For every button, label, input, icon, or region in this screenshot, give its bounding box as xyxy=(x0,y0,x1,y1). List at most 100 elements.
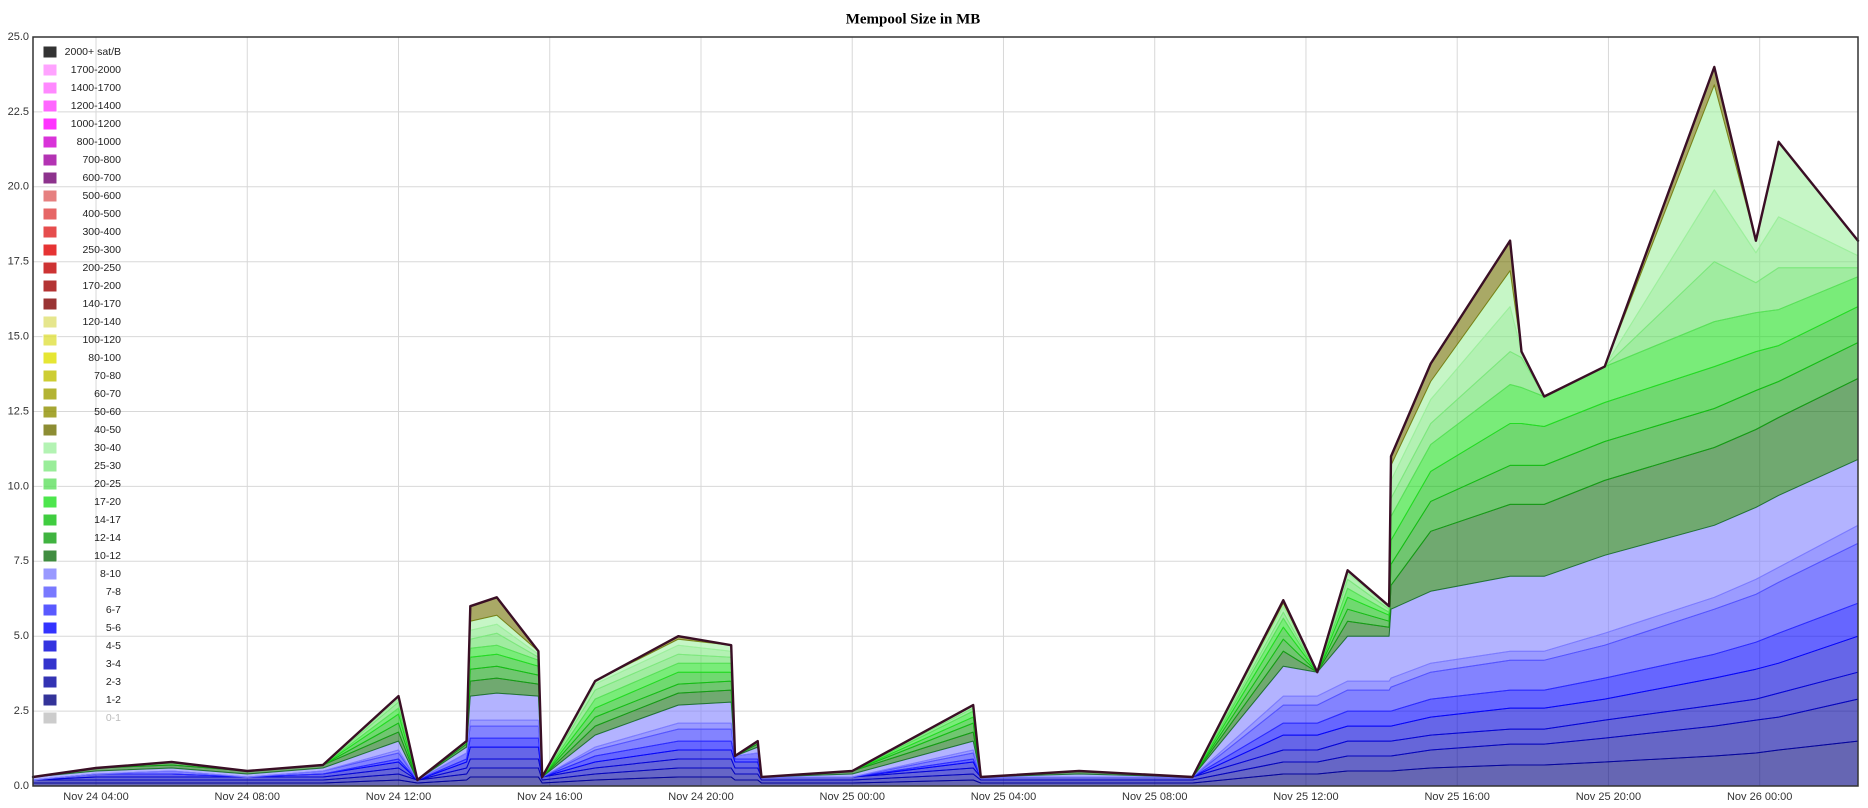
legend-label: 20-25 xyxy=(94,478,121,490)
legend-swatch xyxy=(42,693,58,707)
legend-label: 30-40 xyxy=(94,442,121,454)
legend-item[interactable]: 1000-1200 xyxy=(42,117,121,131)
legend-swatch xyxy=(42,621,58,635)
legend-item[interactable]: 250-300 xyxy=(42,243,121,257)
legend-item[interactable]: 70-80 xyxy=(42,369,121,383)
x-tick-label: Nov 25 16:00 xyxy=(1424,791,1489,803)
legend-item[interactable]: 1200-1400 xyxy=(42,99,121,113)
legend-swatch xyxy=(42,261,58,275)
x-tick-label: Nov 25 20:00 xyxy=(1576,791,1641,803)
legend-label: 2-3 xyxy=(106,676,121,688)
legend-item[interactable]: 20-25 xyxy=(42,477,121,491)
legend-label: 14-17 xyxy=(94,514,121,526)
legend-swatch xyxy=(42,243,58,257)
legend-swatch xyxy=(42,423,58,437)
x-tick-label: Nov 25 04:00 xyxy=(971,791,1036,803)
legend-item[interactable]: 800-1000 xyxy=(42,135,122,149)
plot-areas xyxy=(31,65,1860,787)
legend-label: 60-70 xyxy=(94,388,121,400)
legend-item[interactable]: 8-10 xyxy=(42,567,121,581)
legend-item[interactable]: 170-200 xyxy=(42,279,121,293)
legend: 0-1 1-2 2-3 3-4 4-5 5-6 6-7 7-8 8-10 10-12 12-14 14… xyxy=(42,45,122,725)
legend-item[interactable]: 5-6 xyxy=(42,621,121,635)
legend-swatch xyxy=(42,675,58,689)
legend-label: 5-6 xyxy=(106,622,121,634)
legend-label: 1400-1700 xyxy=(71,82,121,94)
plot-border xyxy=(32,36,1859,787)
legend-item[interactable]: 2000+ sat/B xyxy=(42,45,121,59)
legend-item[interactable]: 600-700 xyxy=(42,171,121,185)
legend-item[interactable]: 1700-2000 xyxy=(42,63,121,77)
legend-item[interactable]: 6-7 xyxy=(42,603,121,617)
x-tick-label: Nov 25 00:00 xyxy=(820,791,885,803)
legend-item[interactable]: 700-800 xyxy=(42,153,121,167)
legend-swatch xyxy=(42,171,58,185)
legend-swatch xyxy=(42,63,58,77)
legend-swatch xyxy=(42,657,58,671)
legend-label: 7-8 xyxy=(106,586,121,598)
legend-item[interactable]: 4-5 xyxy=(42,639,121,653)
legend-label: 600-700 xyxy=(82,172,121,184)
legend-item[interactable]: 25-30 xyxy=(42,459,121,473)
legend-item[interactable]: 50-60 xyxy=(42,405,121,419)
legend-item[interactable]: 17-20 xyxy=(42,495,121,509)
axes: 0.0 2.5 5.0 7.5 10.0 12.5 15.0 17.5 20.0 22.5 25.0… xyxy=(8,31,1793,803)
legend-item[interactable]: 7-8 xyxy=(42,585,121,599)
legend-swatch xyxy=(42,405,58,419)
legend-item[interactable]: 1400-1700 xyxy=(42,81,121,95)
x-tick-label: Nov 24 20:00 xyxy=(668,791,733,803)
legend-item[interactable]: 40-50 xyxy=(42,423,121,437)
legend-swatch xyxy=(42,531,58,545)
y-tick-label: 5.0 xyxy=(14,630,29,642)
legend-swatch xyxy=(42,585,58,599)
legend-label: 500-600 xyxy=(82,190,121,202)
y-tick-label: 25.0 xyxy=(8,31,29,43)
legend-swatch xyxy=(42,135,58,149)
legend-label: 6-7 xyxy=(106,604,121,616)
legend-swatch xyxy=(42,315,58,329)
legend-label: 3-4 xyxy=(106,658,121,670)
legend-item[interactable]: 30-40 xyxy=(42,441,121,455)
legend-item[interactable]: 140-170 xyxy=(42,297,121,311)
legend-swatch xyxy=(42,117,58,131)
legend-label: 800-1000 xyxy=(77,136,122,148)
legend-label: 12-14 xyxy=(94,532,121,544)
x-tick-label: Nov 24 04:00 xyxy=(63,791,128,803)
legend-swatch xyxy=(42,513,58,527)
legend-label: 25-30 xyxy=(94,460,121,472)
legend-swatch xyxy=(42,351,58,365)
legend-swatch xyxy=(42,45,58,59)
legend-swatch xyxy=(42,441,58,455)
legend-item[interactable]: 300-400 xyxy=(42,225,121,239)
legend-item[interactable]: 3-4 xyxy=(42,657,121,671)
legend-item[interactable]: 100-120 xyxy=(42,333,121,347)
legend-item[interactable]: 400-500 xyxy=(42,207,121,221)
x-tick-label: Nov 26 00:00 xyxy=(1727,791,1792,803)
legend-label: 400-500 xyxy=(82,208,121,220)
legend-swatch xyxy=(42,495,58,509)
legend-item[interactable]: 60-70 xyxy=(42,387,121,401)
legend-swatch xyxy=(42,567,58,581)
legend-item[interactable]: 1-2 xyxy=(42,693,121,707)
legend-item[interactable]: 2-3 xyxy=(42,675,121,689)
legend-item[interactable]: 14-17 xyxy=(42,513,121,527)
legend-item[interactable]: 10-12 xyxy=(42,549,121,563)
legend-item[interactable]: 500-600 xyxy=(42,189,121,203)
legend-label: 50-60 xyxy=(94,406,121,418)
legend-swatch xyxy=(42,603,58,617)
legend-item[interactable]: 80-100 xyxy=(42,351,121,365)
y-tick-label: 22.5 xyxy=(8,106,29,118)
legend-item[interactable]: 120-140 xyxy=(42,315,121,329)
legend-item[interactable]: 12-14 xyxy=(42,531,121,545)
x-tick-label: Nov 25 12:00 xyxy=(1273,791,1338,803)
legend-item[interactable]: 0-1 xyxy=(42,711,121,725)
legend-swatch xyxy=(42,99,58,113)
legend-swatch xyxy=(42,225,58,239)
legend-label: 120-140 xyxy=(82,316,121,328)
legend-label: 300-400 xyxy=(82,226,121,238)
legend-swatch xyxy=(42,387,58,401)
legend-swatch xyxy=(42,279,58,293)
legend-label: 1200-1400 xyxy=(71,100,121,112)
legend-swatch xyxy=(42,639,58,653)
legend-item[interactable]: 200-250 xyxy=(42,261,121,275)
